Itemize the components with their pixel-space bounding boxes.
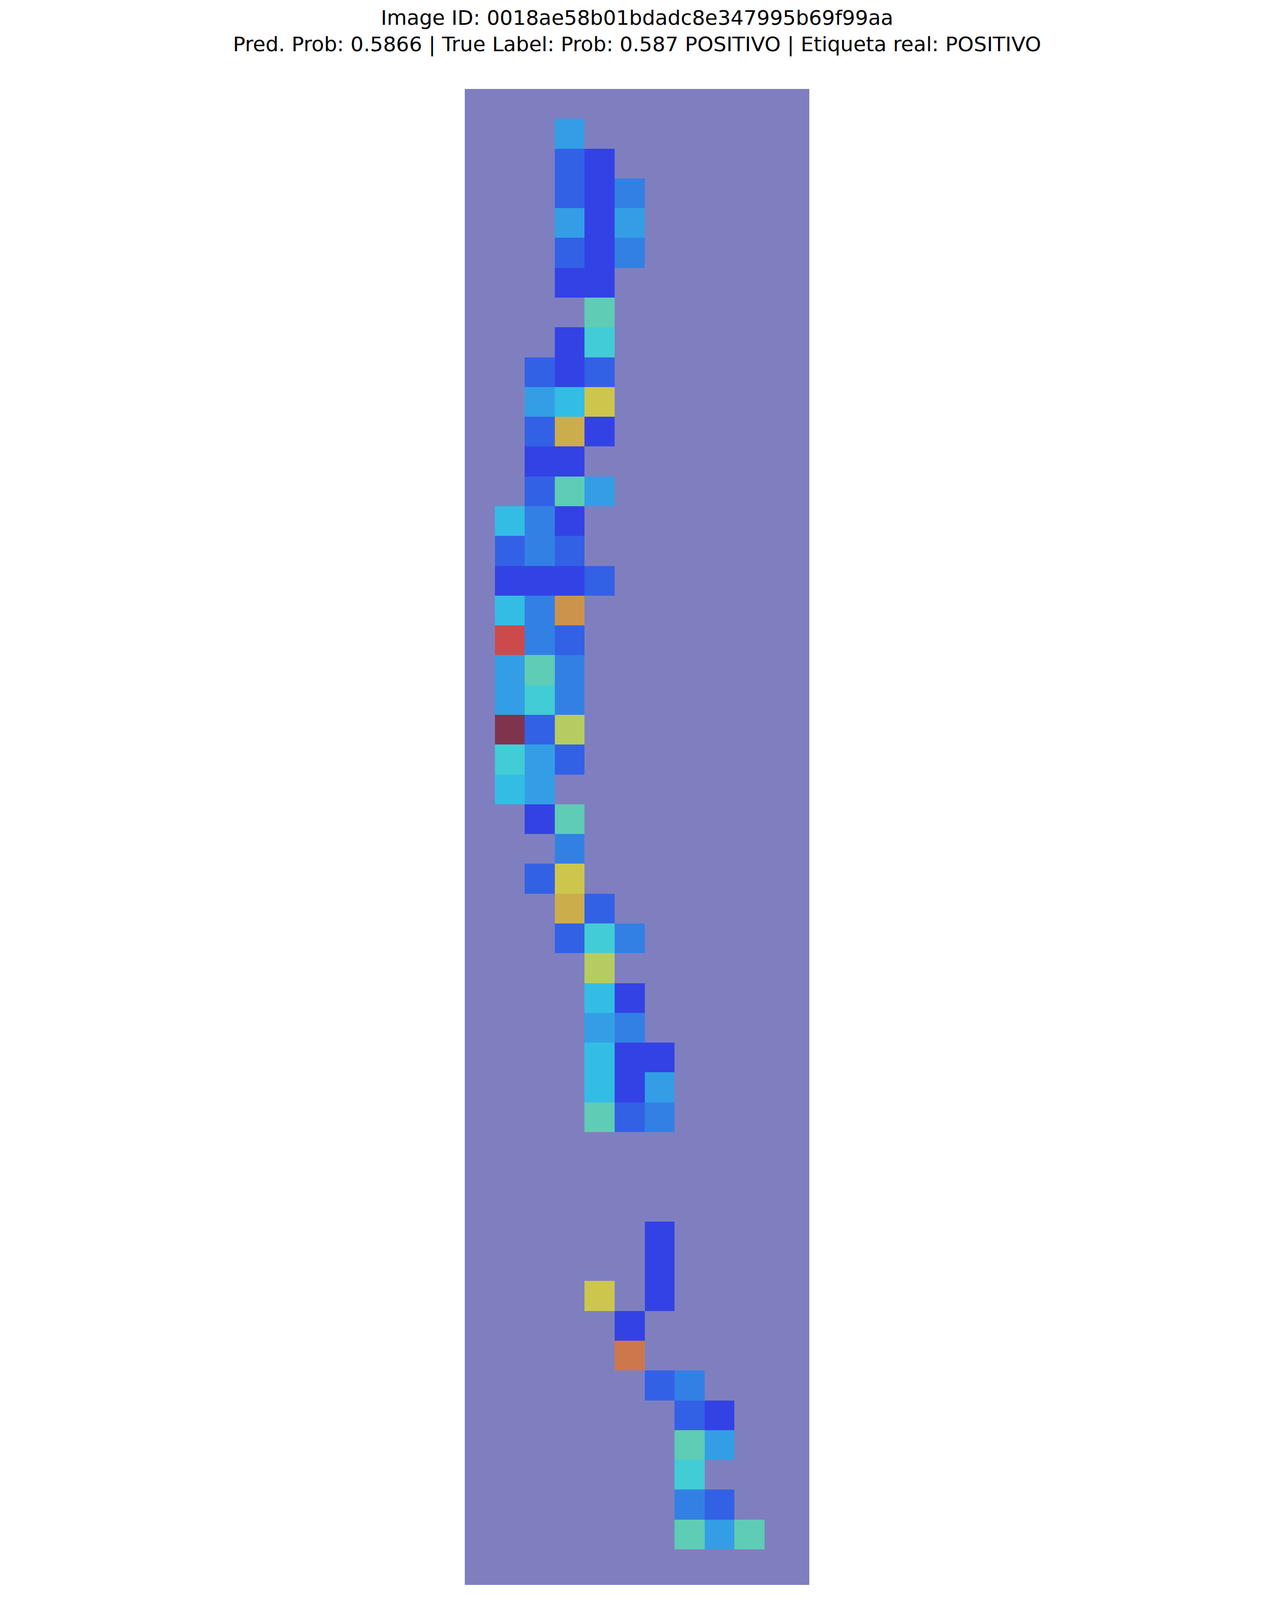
svg-text:Image ID: 0018ae58b01bdadc8e34: Image ID: 0018ae58b01bdadc8e347995b69f99…: [232, 5, 1042, 57]
